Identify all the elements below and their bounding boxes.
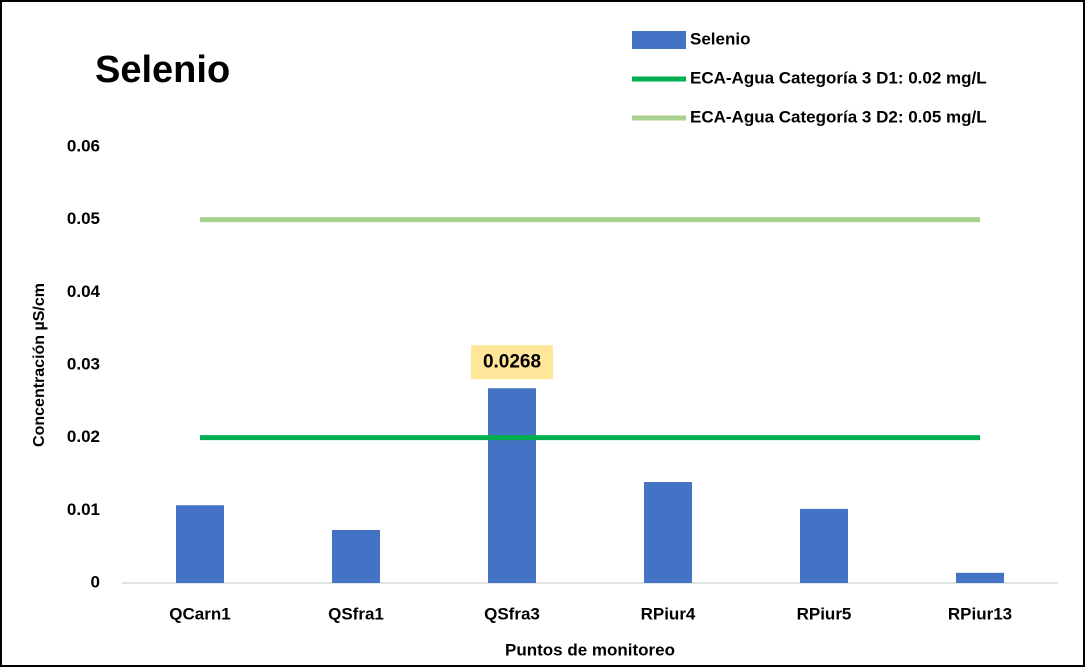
x-tick-label: RPiur13	[948, 604, 1012, 623]
legend-label: ECA-Agua Categoría 3 D2: 0.05 mg/L	[690, 107, 987, 126]
y-tick-label: 0	[91, 572, 100, 591]
y-tick-label: 0.04	[67, 282, 101, 301]
legend-swatch	[632, 31, 686, 49]
bar	[332, 529, 380, 583]
y-tick-label: 0.03	[67, 354, 100, 373]
bar	[800, 508, 848, 583]
y-tick-label: 0.06	[67, 136, 100, 155]
x-tick-label: RPiur4	[641, 604, 696, 623]
x-tick-label: RPiur5	[797, 604, 852, 623]
x-tick-label: QCarn1	[169, 604, 230, 623]
bar	[956, 572, 1004, 583]
x-axis-label: Puntos de monitoreo	[505, 640, 675, 659]
x-tick-label: QSfra1	[328, 604, 384, 623]
legend-label: ECA-Agua Categoría 3 D1: 0.02 mg/L	[690, 68, 987, 87]
value-label-box	[471, 345, 553, 380]
bar	[488, 388, 536, 583]
legend-label: Selenio	[690, 29, 750, 48]
y-tick-label: 0.01	[67, 500, 100, 519]
y-tick-label: 0.02	[67, 427, 100, 446]
x-tick-label: QSfra3	[484, 604, 540, 623]
bar	[644, 481, 692, 583]
bar	[176, 505, 224, 583]
y-tick-label: 0.05	[67, 209, 100, 228]
chart-title: Selenio	[95, 49, 230, 91]
value-label: 0.0268	[483, 351, 541, 372]
y-axis-label: Concentración µS/cm	[31, 283, 48, 447]
